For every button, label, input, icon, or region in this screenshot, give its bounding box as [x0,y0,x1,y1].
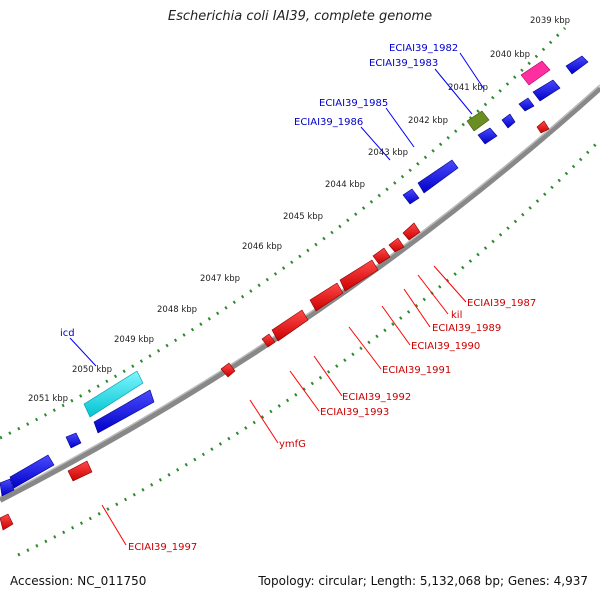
gene-label: ECIAI39_1990 [411,341,480,352]
leader-lines [69,52,485,546]
inner-tick-ring [17,138,600,557]
gene-arrow [9,454,55,489]
genome-backbone [0,85,600,503]
gene-arrow [339,259,379,292]
gene-arrow [536,120,550,134]
gene-arrow [417,159,459,194]
tick-labels: 2039 kbp 2040 kbp 2041 kbp 2042 kbp 2043… [28,16,570,404]
gene-label: ECIAI39_1992 [342,392,411,403]
gene-label: ECIAI39_1985 [319,98,388,109]
gene-label: ECIAI39_1991 [382,365,451,376]
genome-summary-text: Topology: circular; Length: 5,132,068 bp… [258,574,588,588]
gene-arrow [402,188,420,205]
gene-label: ECIAI39_1986 [294,117,363,128]
gene-arrow [402,222,421,241]
gene-arrow [65,432,82,449]
gene-arrow [501,113,516,129]
gene-arrow [372,247,391,265]
tick-label: 2040 kbp [490,50,530,60]
gene-label: ECIAI39_1993 [320,407,389,418]
gene-arrow [93,389,155,434]
tick-label: 2041 kbp [448,83,488,93]
gene-label: ymfG [279,439,306,450]
tick-label: 2046 kbp [242,242,282,252]
tick-label: 2047 kbp [200,274,240,284]
gene-label: ECIAI39_1983 [369,58,438,69]
gene-arrow [271,309,309,342]
tick-label: 2049 kbp [114,335,154,345]
gene-arrow [388,237,405,253]
accession-text: Accession: NC_011750 [10,574,147,588]
genome-backbone-highlight [0,84,600,498]
gene-label: icd [60,328,75,339]
gene-label: ECIAI39_1989 [432,323,501,334]
tick-label: 2044 kbp [325,180,365,190]
gene-arrow [477,127,498,145]
gene-label: kil [451,310,462,321]
gene-label: ECIAI39_1987 [467,298,536,309]
gene-arrow [220,362,236,378]
gene-arrow [565,55,589,75]
rrna-feature-icd-region [83,370,144,418]
gene-arrow [0,478,15,497]
tick-label: 2051 kbp [28,394,68,404]
gene-arrow [261,333,276,348]
gene-arrow [518,97,535,112]
minus-strand-features [0,120,550,531]
trna-feature [520,60,551,86]
tick-label: 2043 kbp [368,148,408,158]
plus-gene-labels: ECIAI39_1982 ECIAI39_1983 ECIAI39_1985 E… [60,43,458,339]
gene-arrow [309,282,344,312]
misc-feature [466,110,490,132]
map-title: Escherichia coli IAI39, complete genome [167,9,433,24]
tick-label: 2048 kbp [157,305,197,315]
plus-strand-features [0,55,589,497]
gene-label: ECIAI39_1982 [389,43,458,54]
gene-arrow [532,79,561,102]
tick-label: 2039 kbp [530,16,570,26]
gene-label: ECIAI39_1997 [128,542,197,553]
tick-label: 2042 kbp [408,116,448,126]
tick-label: 2045 kbp [283,212,323,222]
tick-label: 2050 kbp [72,365,112,375]
minus-gene-labels: ECIAI39_1987 kil ECIAI39_1989 ECIAI39_19… [128,298,536,553]
gene-arrow [67,460,93,482]
gene-arrow [0,513,14,531]
